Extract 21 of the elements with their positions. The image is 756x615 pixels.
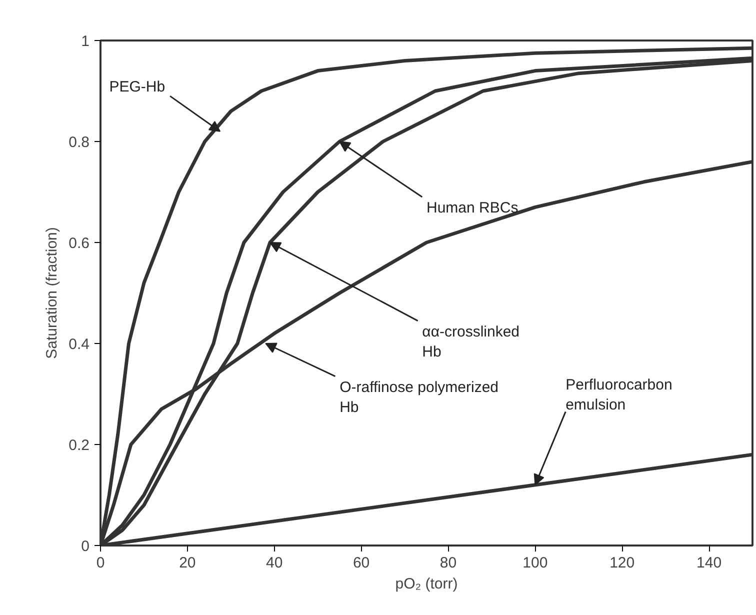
annotation: Perfluorocarbon emulsion bbox=[566, 376, 672, 414]
y-tick-label: 0.8 bbox=[68, 134, 90, 151]
x-tick-label: 140 bbox=[696, 554, 722, 572]
annotation: αα-crosslinked Hb bbox=[422, 323, 520, 361]
y-tick-label: 0.2 bbox=[68, 437, 90, 454]
y-tick-label: 1 bbox=[81, 33, 90, 50]
annotation: O-raffinose polymerized Hb bbox=[340, 378, 499, 416]
y-tick-label: 0.6 bbox=[68, 235, 90, 252]
x-tick-label: 20 bbox=[179, 554, 196, 572]
x-tick-label: 60 bbox=[352, 554, 370, 572]
y-tick-label: 0 bbox=[81, 538, 90, 555]
annotation: PEG-Hb bbox=[109, 78, 166, 96]
y-axis-title: Saturation (fraction) bbox=[44, 227, 61, 359]
x-axis-title: pO₂ (torr) bbox=[395, 576, 458, 592]
y-tick-label: 0.4 bbox=[68, 336, 90, 353]
x-tick-label: 100 bbox=[522, 554, 548, 572]
x-tick-label: 0 bbox=[96, 554, 105, 572]
x-tick-label: 120 bbox=[610, 554, 635, 572]
x-tick-label: 80 bbox=[440, 554, 457, 572]
annotation: Human RBCs bbox=[426, 200, 518, 217]
x-tick-label: 40 bbox=[266, 554, 283, 572]
